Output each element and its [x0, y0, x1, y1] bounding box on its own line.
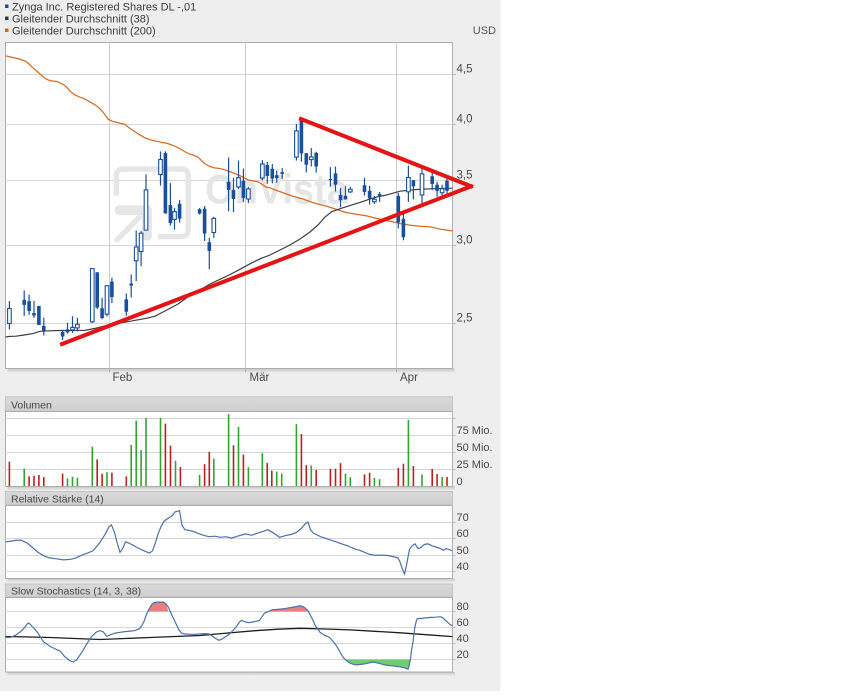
- svg-text:2,5: 2,5: [457, 312, 473, 324]
- svg-text:70: 70: [457, 512, 469, 524]
- svg-text:3,5: 3,5: [457, 169, 473, 181]
- svg-text:50 Mio.: 50 Mio.: [457, 442, 493, 454]
- svg-text:60: 60: [457, 617, 469, 629]
- svg-text:80: 80: [457, 601, 469, 613]
- svg-text:40: 40: [457, 633, 469, 645]
- svg-text:Relative Stärke (14): Relative Stärke (14): [11, 493, 104, 505]
- svg-text:Slow Stochastics (14, 3, 38): Slow Stochastics (14, 3, 38): [11, 586, 141, 598]
- svg-text:Feb: Feb: [113, 372, 133, 384]
- svg-text:Volumen: Volumen: [11, 399, 52, 411]
- svg-text:Gleitender Durchschnitt (200): Gleitender Durchschnitt (200): [12, 26, 156, 38]
- svg-text:60: 60: [457, 528, 469, 540]
- svg-text:20: 20: [457, 649, 469, 661]
- svg-text:Zynga Inc. Registered Shares D: Zynga Inc. Registered Shares DL -,01: [12, 2, 196, 14]
- svg-text:75 Mio.: 75 Mio.: [457, 425, 493, 437]
- svg-text:40: 40: [457, 561, 469, 573]
- svg-text:4,5: 4,5: [457, 63, 473, 75]
- svg-text:USD: USD: [473, 25, 496, 37]
- svg-text:3,0: 3,0: [457, 234, 473, 246]
- svg-text:0: 0: [457, 476, 463, 488]
- svg-text:50: 50: [457, 545, 469, 557]
- svg-text:25 Mio.: 25 Mio.: [457, 459, 493, 471]
- svg-text:4,0: 4,0: [457, 113, 473, 125]
- svg-text:Gleitender Durchschnitt (38): Gleitender Durchschnitt (38): [12, 14, 150, 26]
- svg-text:Apr: Apr: [400, 372, 418, 384]
- svg-text:Mär: Mär: [250, 372, 270, 384]
